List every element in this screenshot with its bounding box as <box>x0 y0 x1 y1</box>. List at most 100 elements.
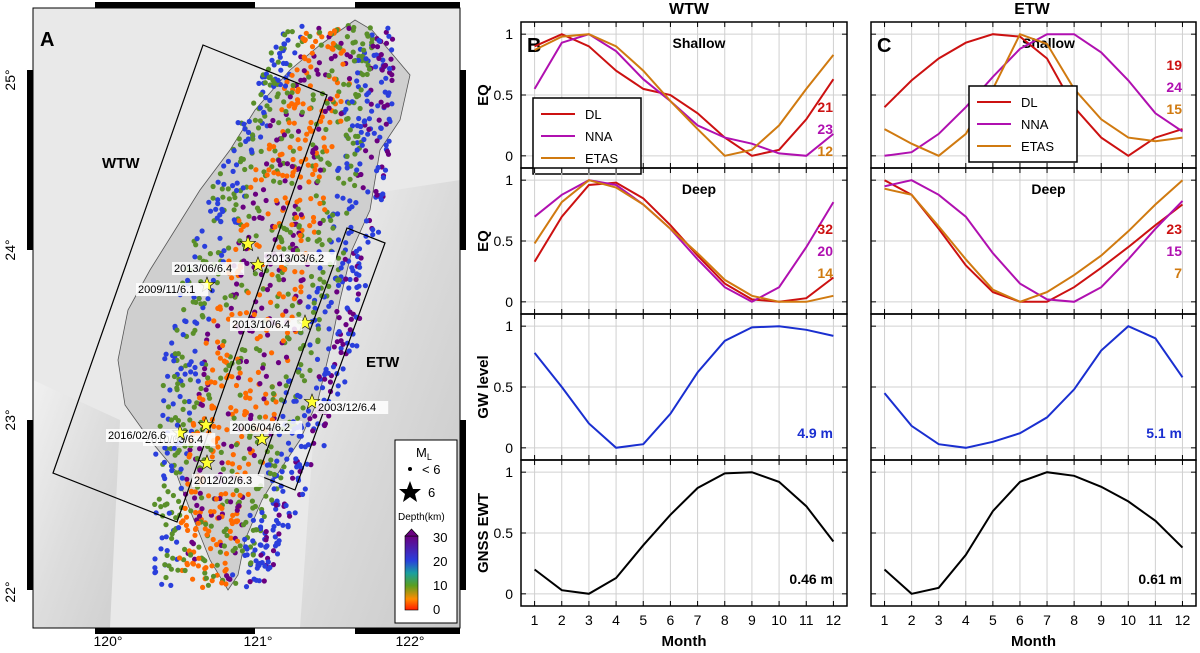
quake-point <box>239 433 245 440</box>
quake-point <box>318 42 324 48</box>
quake-point <box>229 311 235 318</box>
quake-point <box>180 406 186 412</box>
legend-entry: ETAS <box>585 151 618 166</box>
x-tick-label: 1 <box>531 612 539 628</box>
panel-label: C <box>877 35 891 57</box>
quake-point <box>276 512 282 518</box>
quake-point <box>248 184 254 190</box>
event-label-bg <box>136 283 209 296</box>
quake-point <box>185 527 191 534</box>
quake-point <box>232 194 238 201</box>
quake-point <box>168 417 175 423</box>
quake-point <box>246 118 252 125</box>
quake-point <box>180 332 186 338</box>
quake-point <box>257 118 263 124</box>
quake-point <box>280 488 286 494</box>
quake-point <box>233 580 239 586</box>
quake-point <box>322 422 328 429</box>
quake-point <box>274 94 280 100</box>
quake-point <box>368 101 374 107</box>
quake-point <box>261 352 267 358</box>
quake-point <box>277 381 283 387</box>
quake-point <box>208 546 214 552</box>
quake-point <box>205 296 211 302</box>
quake-point <box>304 461 310 467</box>
quake-point <box>335 383 341 389</box>
quake-point <box>371 130 377 136</box>
quake-point <box>287 229 293 235</box>
quake-point <box>249 498 255 504</box>
quake-point <box>307 416 313 422</box>
quake-point <box>169 531 175 537</box>
quake-point <box>272 148 278 154</box>
quake-point <box>229 275 235 281</box>
quake-point <box>343 240 349 246</box>
quake-point <box>280 277 287 283</box>
quake-point <box>262 414 269 420</box>
quake-point <box>192 556 198 562</box>
quake-point <box>285 37 291 43</box>
quake-point <box>256 80 262 86</box>
quake-point <box>382 167 389 173</box>
quake-point <box>259 509 265 516</box>
count-annotation: 23 <box>1166 221 1182 237</box>
quake-point <box>168 463 175 469</box>
quake-point <box>169 340 175 346</box>
quake-point <box>193 242 199 248</box>
quake-point <box>300 491 306 497</box>
quake-point <box>194 236 200 242</box>
quake-point <box>247 561 254 567</box>
quake-point <box>177 393 183 400</box>
quake-point <box>320 195 326 201</box>
quake-point <box>201 371 207 377</box>
quake-point <box>171 358 177 364</box>
quake-point <box>349 99 355 105</box>
quake-point <box>280 522 286 528</box>
quake-point <box>169 467 175 474</box>
quake-point <box>196 544 202 550</box>
x-axis-label: Month <box>1011 633 1056 650</box>
quake-point <box>343 106 349 112</box>
quake-point <box>309 44 316 50</box>
quake-point <box>259 560 265 566</box>
quake-point <box>253 577 259 583</box>
quake-point <box>378 79 385 85</box>
quake-point <box>194 400 200 406</box>
quake-point <box>210 573 217 579</box>
quake-point <box>383 142 389 148</box>
depth-tick-20: 20 <box>433 554 447 569</box>
quake-point <box>203 387 209 393</box>
quake-point <box>292 50 298 56</box>
quake-point <box>362 283 368 289</box>
quake-point <box>385 151 392 157</box>
lat-tick-25: 25° <box>2 69 18 90</box>
quake-point <box>271 411 277 417</box>
quake-point <box>298 362 304 368</box>
quake-point <box>236 464 242 471</box>
lat-tick-22: 22° <box>2 581 18 602</box>
event-star <box>198 454 216 471</box>
quake-point <box>285 29 291 35</box>
quake-point <box>363 218 370 224</box>
quake-point <box>221 248 227 254</box>
quake-point <box>263 71 269 77</box>
quake-point <box>370 227 376 233</box>
quake-point <box>247 377 253 383</box>
quake-point <box>163 574 169 581</box>
quake-point <box>350 140 356 146</box>
map-frame-bars <box>27 2 466 634</box>
quake-point <box>192 371 199 377</box>
quake-point <box>188 552 194 558</box>
quake-point <box>335 211 341 217</box>
quake-point <box>234 187 240 194</box>
quake-point <box>288 447 294 453</box>
quake-point <box>322 108 328 114</box>
quake-point <box>327 379 333 385</box>
quake-point <box>243 193 249 199</box>
quake-point <box>188 508 194 514</box>
x-tick-label: 11 <box>799 612 814 628</box>
quake-point <box>260 187 267 193</box>
event-label-bg <box>192 474 265 487</box>
